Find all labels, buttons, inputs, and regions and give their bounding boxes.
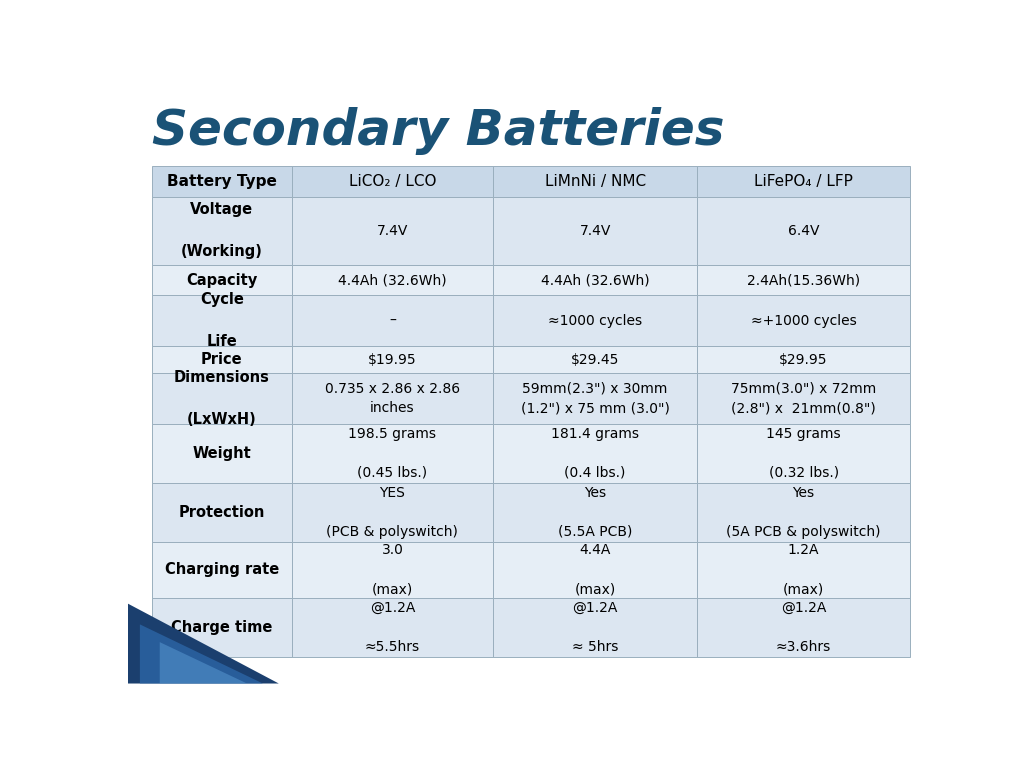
Polygon shape bbox=[160, 642, 247, 684]
Bar bbox=[152, 482, 292, 541]
Bar bbox=[152, 598, 292, 657]
Text: 75mm(3.0") x 72mm
(2.8") x  21mm(0.8"): 75mm(3.0") x 72mm (2.8") x 21mm(0.8") bbox=[731, 382, 877, 415]
Text: Capacity: Capacity bbox=[186, 273, 258, 287]
Bar bbox=[697, 482, 909, 541]
Text: ≈1000 cycles: ≈1000 cycles bbox=[548, 313, 642, 327]
Bar bbox=[152, 346, 292, 373]
Bar bbox=[493, 598, 697, 657]
Text: Protection: Protection bbox=[179, 505, 265, 520]
Text: Battery Type: Battery Type bbox=[167, 174, 276, 189]
Text: –: – bbox=[389, 313, 396, 327]
Text: 4.4A

(max): 4.4A (max) bbox=[574, 543, 615, 596]
Bar bbox=[697, 373, 909, 424]
Bar bbox=[292, 296, 493, 346]
Bar bbox=[697, 265, 909, 296]
Text: 7.4V: 7.4V bbox=[377, 223, 409, 238]
Bar bbox=[152, 296, 292, 346]
Bar bbox=[292, 197, 493, 265]
Bar bbox=[697, 166, 909, 197]
Text: Yes

(5.5A PCB): Yes (5.5A PCB) bbox=[558, 485, 633, 538]
Text: $29.45: $29.45 bbox=[571, 353, 620, 366]
Bar bbox=[292, 346, 493, 373]
Text: 7.4V: 7.4V bbox=[580, 223, 611, 238]
Bar bbox=[152, 541, 292, 598]
Bar bbox=[292, 373, 493, 424]
Text: $19.95: $19.95 bbox=[368, 353, 417, 366]
Text: 1.2A

(max): 1.2A (max) bbox=[783, 543, 824, 596]
Bar bbox=[697, 424, 909, 482]
Bar bbox=[292, 482, 493, 541]
Text: YES

(PCB & polyswitch): YES (PCB & polyswitch) bbox=[327, 485, 459, 538]
Text: 181.4 grams

(0.4 lbs.): 181.4 grams (0.4 lbs.) bbox=[551, 427, 639, 480]
Polygon shape bbox=[140, 624, 263, 684]
Bar bbox=[292, 166, 493, 197]
Text: @1.2A

≈5.5hrs: @1.2A ≈5.5hrs bbox=[365, 601, 420, 654]
Bar bbox=[152, 265, 292, 296]
Text: Secondary Batteries: Secondary Batteries bbox=[152, 107, 724, 155]
Text: Price: Price bbox=[201, 352, 243, 367]
Text: @1.2A

≈ 5hrs: @1.2A ≈ 5hrs bbox=[572, 601, 618, 654]
Bar bbox=[152, 197, 292, 265]
Text: Cycle

Life: Cycle Life bbox=[200, 292, 244, 349]
Bar bbox=[697, 541, 909, 598]
Text: 2.4Ah(15.36Wh): 2.4Ah(15.36Wh) bbox=[748, 273, 860, 287]
Bar bbox=[493, 424, 697, 482]
Text: LiFePO₄ / LFP: LiFePO₄ / LFP bbox=[754, 174, 853, 189]
Bar bbox=[493, 296, 697, 346]
Bar bbox=[292, 424, 493, 482]
Text: Weight: Weight bbox=[193, 445, 251, 461]
Bar bbox=[493, 541, 697, 598]
Bar bbox=[493, 265, 697, 296]
Bar bbox=[697, 296, 909, 346]
Text: 59mm(2.3") x 30mm
(1.2") x 75 mm (3.0"): 59mm(2.3") x 30mm (1.2") x 75 mm (3.0") bbox=[521, 382, 670, 415]
Text: Charging rate: Charging rate bbox=[165, 562, 279, 578]
Text: 198.5 grams

(0.45 lbs.): 198.5 grams (0.45 lbs.) bbox=[348, 427, 436, 480]
Text: 3.0

(max): 3.0 (max) bbox=[372, 543, 413, 596]
Text: 0.735 x 2.86 x 2.86
inches: 0.735 x 2.86 x 2.86 inches bbox=[325, 382, 460, 415]
Bar bbox=[292, 265, 493, 296]
Bar bbox=[493, 373, 697, 424]
Bar bbox=[493, 197, 697, 265]
Text: $29.95: $29.95 bbox=[779, 353, 827, 366]
Polygon shape bbox=[128, 604, 279, 684]
Bar bbox=[493, 346, 697, 373]
Text: 4.4Ah (32.6Wh): 4.4Ah (32.6Wh) bbox=[338, 273, 446, 287]
Text: Dimensions

(LxWxH): Dimensions (LxWxH) bbox=[174, 370, 270, 427]
Text: 145 grams

(0.32 lbs.): 145 grams (0.32 lbs.) bbox=[766, 427, 841, 480]
Text: LiCO₂ / LCO: LiCO₂ / LCO bbox=[349, 174, 436, 189]
Bar bbox=[493, 482, 697, 541]
Text: 6.4V: 6.4V bbox=[787, 223, 819, 238]
Bar bbox=[697, 197, 909, 265]
Text: 4.4Ah (32.6Wh): 4.4Ah (32.6Wh) bbox=[541, 273, 649, 287]
Text: Yes

(5A PCB & polyswitch): Yes (5A PCB & polyswitch) bbox=[726, 485, 881, 538]
Bar bbox=[292, 598, 493, 657]
Text: LiMnNi / NMC: LiMnNi / NMC bbox=[545, 174, 646, 189]
Bar bbox=[152, 424, 292, 482]
Bar bbox=[152, 373, 292, 424]
Bar bbox=[152, 166, 292, 197]
Bar bbox=[493, 166, 697, 197]
Bar bbox=[697, 346, 909, 373]
Bar bbox=[292, 541, 493, 598]
Text: @1.2A

≈3.6hrs: @1.2A ≈3.6hrs bbox=[776, 601, 831, 654]
Bar bbox=[697, 598, 909, 657]
Text: Voltage

(Working): Voltage (Working) bbox=[181, 202, 263, 260]
Text: ≈+1000 cycles: ≈+1000 cycles bbox=[751, 313, 856, 327]
Text: Charge time: Charge time bbox=[171, 620, 272, 635]
